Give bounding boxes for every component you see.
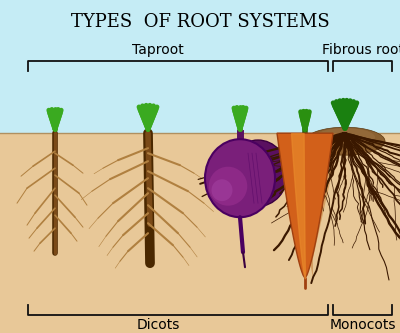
Bar — [0, 0, 400, 133]
Text: Taproot: Taproot — [132, 43, 184, 57]
Ellipse shape — [305, 127, 385, 155]
Text: TYPES  OF ROOT SYSTEMS: TYPES OF ROOT SYSTEMS — [71, 13, 329, 31]
Text: Dicots: Dicots — [136, 318, 180, 332]
Ellipse shape — [205, 139, 275, 217]
Ellipse shape — [315, 128, 375, 146]
Polygon shape — [277, 133, 333, 278]
Text: Monocots: Monocots — [329, 318, 396, 332]
Ellipse shape — [228, 140, 288, 206]
Ellipse shape — [209, 167, 247, 206]
Ellipse shape — [212, 179, 232, 201]
Polygon shape — [285, 133, 341, 278]
Text: Fibrous root: Fibrous root — [322, 43, 400, 57]
Bar — [0, 133, 400, 333]
